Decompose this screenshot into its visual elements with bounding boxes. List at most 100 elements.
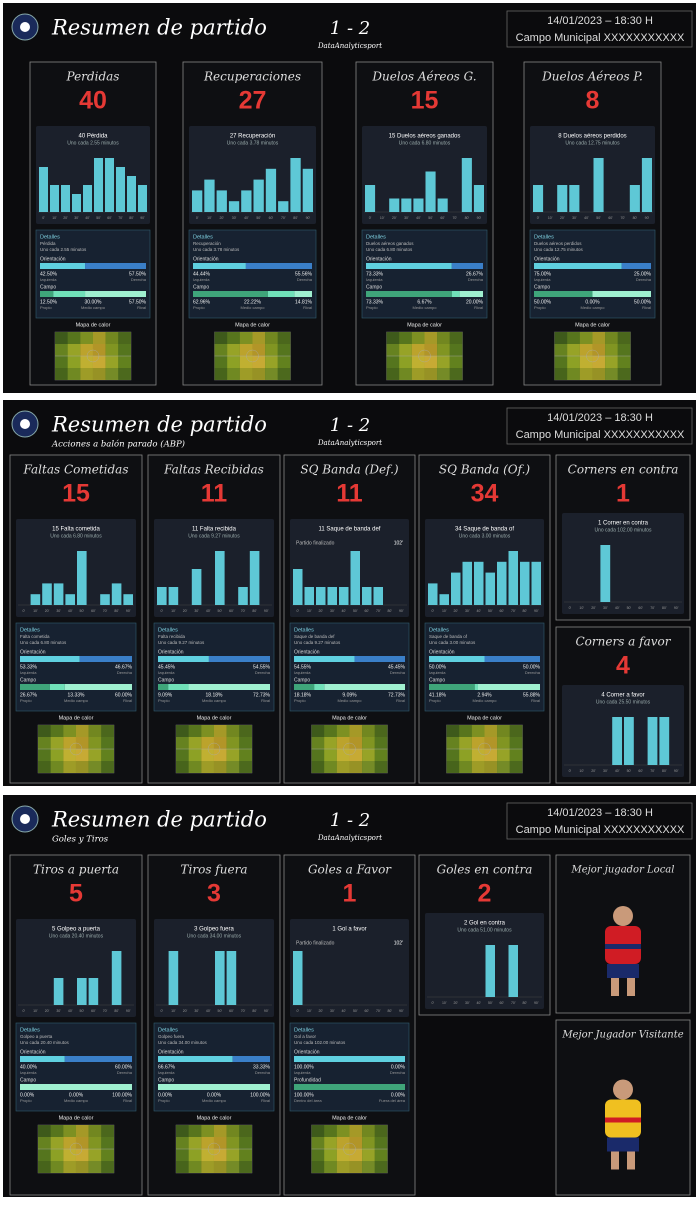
minute-label: 60' — [499, 609, 504, 613]
segment-name: Izquierda — [20, 670, 37, 675]
card-title: Corners en contra — [568, 463, 679, 477]
heatmap-cell — [88, 1125, 102, 1137]
heatmap-cell — [411, 368, 425, 380]
heatmap-cell — [446, 725, 460, 737]
segment-name: Izquierda — [158, 670, 175, 675]
percentage-segment — [158, 1084, 270, 1090]
percentage-label: 55.56% — [295, 271, 313, 277]
details-box — [15, 1022, 137, 1112]
bar — [241, 190, 252, 212]
card-count: 15 — [62, 480, 90, 508]
heatmap-cell — [105, 356, 119, 368]
segment-name: Medio campo — [412, 305, 437, 310]
percentage-label: 42.50% — [40, 271, 58, 277]
percentage-segment — [158, 1056, 233, 1062]
heatmap-cell — [188, 1137, 202, 1149]
bar — [304, 587, 314, 605]
heatmap-cell — [105, 368, 119, 380]
segment-name: Izquierda — [20, 1070, 37, 1075]
heatmap-label: Mapa de calor — [197, 1115, 232, 1121]
section-label: Campo — [158, 1077, 174, 1083]
heatmap-cell — [449, 356, 463, 368]
segment-name: Propio — [158, 1098, 170, 1103]
details-desc: Gol a favor — [294, 1034, 317, 1039]
pitch-circle — [246, 349, 259, 363]
heatmap-cell — [324, 1161, 337, 1173]
bar — [439, 594, 449, 605]
card-count: 40 — [79, 87, 107, 115]
heatmap-cell — [349, 1125, 363, 1137]
heatmap-cell — [239, 344, 253, 356]
details-label: Detalles — [158, 1027, 178, 1033]
percentage-label: 100.00% — [112, 1092, 132, 1098]
heatmap-cell — [75, 737, 89, 749]
heatmap-cell — [67, 356, 81, 368]
bar — [533, 185, 544, 212]
segment-name: Medio campo — [240, 305, 265, 310]
segment-name: Medio campo — [202, 1098, 227, 1103]
match-venue: Campo Municipal XXXXXXXXXXX — [516, 32, 685, 44]
bar — [53, 583, 64, 605]
minute-label: 0' — [431, 609, 434, 613]
heatmap-cell — [226, 749, 240, 761]
minute-label: 20' — [453, 1001, 458, 1005]
heatmap-cell — [554, 356, 568, 368]
percentage-label: 100.00% — [294, 1092, 314, 1098]
percentage-label: 9.09% — [158, 692, 173, 698]
chart-background — [290, 919, 409, 1017]
bar — [428, 583, 438, 605]
heatmap-cell — [101, 1137, 114, 1149]
minute-label: 40' — [206, 609, 211, 613]
details-desc: Falta cometida — [20, 634, 50, 639]
percentage-segment — [193, 291, 268, 297]
heatmap-cell — [497, 737, 510, 749]
section-label: Campo — [40, 284, 56, 290]
heatmap-cell — [459, 725, 472, 737]
bar — [127, 176, 136, 212]
heatmap-cell — [324, 1149, 337, 1161]
card-count: 1 — [343, 880, 357, 908]
heatmap-cell — [176, 1125, 189, 1137]
percentage-label: 46.67% — [115, 664, 133, 670]
heatmap-cell — [509, 737, 523, 749]
chart-caption: 3 Golpeo fuera — [194, 927, 234, 933]
minute-label: 60' — [107, 216, 112, 220]
details-rate: Uno cada 12.75 minutos — [534, 247, 584, 252]
score: 1 - 2 — [330, 18, 370, 39]
heatmap-cell — [92, 356, 106, 368]
heatmap-cell — [213, 1149, 227, 1161]
heatmap-cell — [592, 368, 606, 380]
heatmap-cell — [239, 356, 253, 368]
bar — [65, 594, 75, 605]
heatmap-cell — [67, 332, 81, 344]
details-label: Detalles — [193, 234, 213, 240]
percentage-segment — [534, 263, 622, 269]
section-label: Orientación — [366, 256, 392, 262]
segment-name: Izquierda — [294, 670, 311, 675]
heatmap-cell — [226, 1137, 240, 1149]
minute-label: 80' — [662, 606, 667, 610]
match-info-box — [506, 802, 693, 840]
segment-name: Derecha — [390, 670, 406, 675]
heatmap-cell — [118, 356, 131, 368]
minute-label: 60' — [91, 609, 96, 613]
segment-name: Derecha — [390, 1070, 406, 1075]
minute-label: 40' — [615, 606, 620, 610]
details-rate: Uno cada 9.27 minutos — [294, 640, 341, 645]
heatmap-cell — [374, 749, 388, 761]
bar — [508, 945, 518, 997]
heatmap-cell — [386, 344, 400, 356]
heatmap-cell — [437, 368, 450, 380]
heatmap-label: Mapa de calor — [76, 322, 111, 328]
segment-name: Medio campo — [202, 698, 227, 703]
segment-name: Izquierda — [294, 1070, 311, 1075]
heatmap-cell — [213, 737, 227, 749]
heatmap-cell — [324, 749, 337, 761]
heatmap-cell — [101, 761, 114, 773]
minute-label: 0' — [569, 606, 572, 610]
heatmap-cell — [617, 356, 631, 368]
details-rate: Uno cada 34.00 minutos — [158, 1040, 208, 1045]
percentage-segment — [324, 684, 405, 690]
minute-label: 0' — [42, 216, 45, 220]
heatmap-cell — [497, 749, 510, 761]
